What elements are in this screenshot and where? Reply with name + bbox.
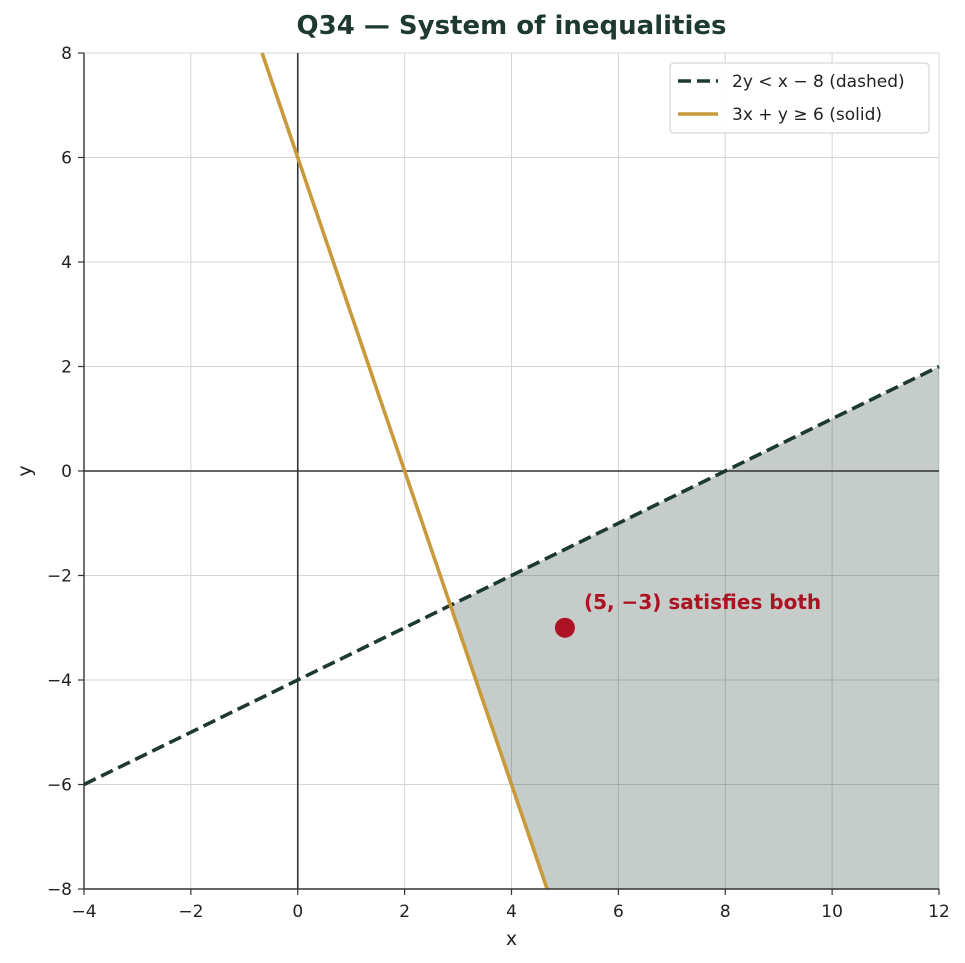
y-tick-label: 4 — [61, 253, 72, 273]
legend-box — [669, 62, 930, 134]
x-tick-label: 2 — [399, 902, 410, 922]
series-line-1 — [260, 52, 549, 890]
x-tick-label: −2 — [178, 902, 203, 922]
x-tick-label: 8 — [720, 902, 731, 922]
y-tick-label: −4 — [47, 671, 72, 691]
y-axis-label: y — [14, 465, 36, 476]
y-tick-label: −8 — [47, 880, 72, 900]
y-tick-label: −2 — [47, 567, 72, 587]
y-tick-label: −6 — [47, 776, 72, 796]
y-tick-label: 6 — [61, 149, 72, 169]
x-tick-label: 10 — [821, 902, 843, 922]
legend-label-1: 3x + y ≥ 6 (solid) — [732, 105, 882, 125]
legend: 2y < x − 8 (dashed) 3x + y ≥ 6 (solid) — [669, 62, 930, 134]
y-tick-label: 0 — [61, 462, 72, 482]
point-annotation: (5, −3) satisfies both — [584, 590, 821, 614]
x-tick-label: 6 — [613, 902, 624, 922]
y-tick-label: 8 — [61, 44, 72, 64]
x-tick-label: 12 — [928, 902, 950, 922]
ticks: −4 −2 0 2 4 6 8 10 12 −8 −6 −4 −2 0 2 4 6 8 — [47, 44, 950, 922]
chart-title: Q34 — System of inequalities — [297, 11, 727, 41]
y-tick-label: 2 — [61, 358, 72, 378]
x-axis-label: x — [506, 928, 517, 950]
test-point — [554, 617, 575, 638]
x-tick-label: 4 — [506, 902, 517, 922]
x-tick-label: 0 — [292, 902, 303, 922]
x-tick-label: −4 — [71, 902, 96, 922]
legend-label-0: 2y < x − 8 (dashed) — [732, 72, 905, 92]
series-line-0 — [83, 364, 940, 787]
solution-region — [450, 366, 939, 889]
series — [83, 52, 940, 890]
